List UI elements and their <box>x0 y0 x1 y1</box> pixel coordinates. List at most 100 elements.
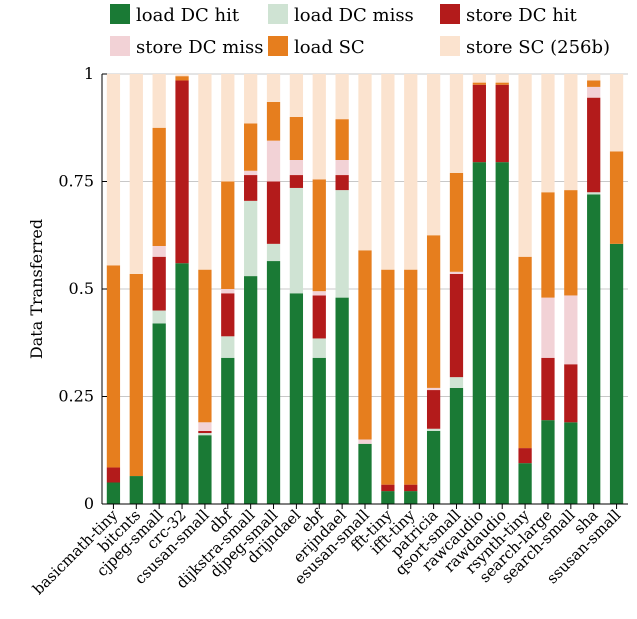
bar-segment <box>426 390 441 429</box>
bar-segment <box>564 364 578 423</box>
bar-segment <box>518 256 532 449</box>
bar-segment <box>175 74 189 77</box>
y-tick-label: 0 <box>84 494 94 513</box>
bar-segment <box>106 482 121 504</box>
bar-segment <box>541 74 555 193</box>
legend-swatch <box>110 4 130 24</box>
bar-segment <box>266 101 281 141</box>
bar-segment <box>381 484 395 492</box>
bar-segment <box>289 293 304 504</box>
bar-segment <box>426 235 441 388</box>
bar-segment <box>129 476 143 504</box>
bar-segment <box>198 269 212 423</box>
bar-segment <box>221 74 235 182</box>
bar-segment <box>472 162 486 504</box>
bar-stack <box>518 74 532 504</box>
bar-segment <box>404 491 418 504</box>
legend-item: load DC miss <box>268 4 414 26</box>
bar-segment <box>152 246 166 257</box>
bar-segment <box>518 74 532 257</box>
bar-segment <box>244 74 258 124</box>
bar-segment <box>426 428 441 431</box>
bar-stack <box>609 74 624 504</box>
bar-segment <box>198 430 212 434</box>
bar-segment <box>495 162 509 504</box>
bar-segment <box>335 175 349 191</box>
y-tick-label: 0.75 <box>58 172 94 191</box>
bar-segment <box>609 243 624 504</box>
bar-stack <box>129 74 143 504</box>
bar-segment <box>266 261 281 504</box>
bar-stack <box>449 74 464 504</box>
bar-stack <box>564 74 578 504</box>
bar-segment <box>564 422 578 504</box>
bar-segment <box>449 387 464 504</box>
bar-stack <box>495 74 509 504</box>
bar-segment <box>335 160 349 176</box>
bar-segment <box>152 256 166 311</box>
bar-segment <box>404 74 418 270</box>
bar-segment <box>221 357 235 504</box>
bar-segment <box>587 74 601 81</box>
legend: load DC hit load DC miss store DC hit store… <box>110 4 610 58</box>
bar-segment <box>381 491 395 504</box>
bar-segment <box>266 74 281 102</box>
bar-segment <box>221 336 235 358</box>
bar-segment <box>312 338 326 358</box>
bar-stack <box>426 74 441 504</box>
bar-stack <box>587 74 601 504</box>
bar-segment <box>244 175 258 201</box>
bar-segment <box>449 74 464 173</box>
bar-segment <box>289 117 304 160</box>
bar-segment <box>175 76 189 81</box>
y-tick-label: 0.25 <box>58 387 94 406</box>
bar-segment <box>312 291 326 296</box>
legend-label: store DC miss <box>136 37 264 58</box>
bar-segment <box>335 190 349 298</box>
legend-item: load DC hit <box>110 4 240 26</box>
bar-segment <box>312 179 326 292</box>
bar-stack <box>381 74 395 504</box>
bar-segment <box>541 297 555 358</box>
legend-swatch <box>110 36 130 56</box>
bar-segment <box>335 119 349 160</box>
bar-stack <box>152 74 166 504</box>
bar-segment <box>198 74 212 270</box>
bar-segment <box>289 187 304 294</box>
bar-segment <box>289 74 304 117</box>
bar-stack <box>472 74 486 504</box>
legend-label: store SC (256b) <box>466 37 610 58</box>
legend-swatch <box>268 4 288 24</box>
bar-segment <box>106 74 121 266</box>
bar-segment <box>152 323 166 504</box>
bar-segment <box>289 175 304 188</box>
bar-segment <box>198 435 212 504</box>
bar-segment <box>106 265 121 468</box>
bar-segment <box>244 200 258 277</box>
bar-segment <box>358 74 372 251</box>
bar-segment <box>152 310 166 324</box>
bar-segment <box>152 127 166 246</box>
bar-segment <box>266 181 281 244</box>
bar-segment <box>404 484 418 492</box>
bar-stack <box>106 74 121 504</box>
bar-segment <box>266 140 281 182</box>
bar-segment <box>221 293 235 337</box>
bar-segment <box>266 243 281 262</box>
bar-segment <box>449 172 464 272</box>
legend-swatch <box>440 36 460 56</box>
bar-segment <box>198 422 212 431</box>
legend-item: store DC miss <box>110 36 264 58</box>
legend-item: store SC (256b) <box>440 36 610 58</box>
bar-stack <box>335 74 349 504</box>
bar-segment <box>312 295 326 339</box>
bar-stack <box>266 74 281 504</box>
bar-segment <box>449 377 464 388</box>
bar-segment <box>564 295 578 365</box>
bar-stack <box>541 74 555 504</box>
bar-segment <box>495 74 509 83</box>
bar-segment <box>472 74 486 83</box>
bar-segment <box>221 289 235 294</box>
bar-segment <box>129 273 143 477</box>
bar-segment <box>449 273 464 378</box>
